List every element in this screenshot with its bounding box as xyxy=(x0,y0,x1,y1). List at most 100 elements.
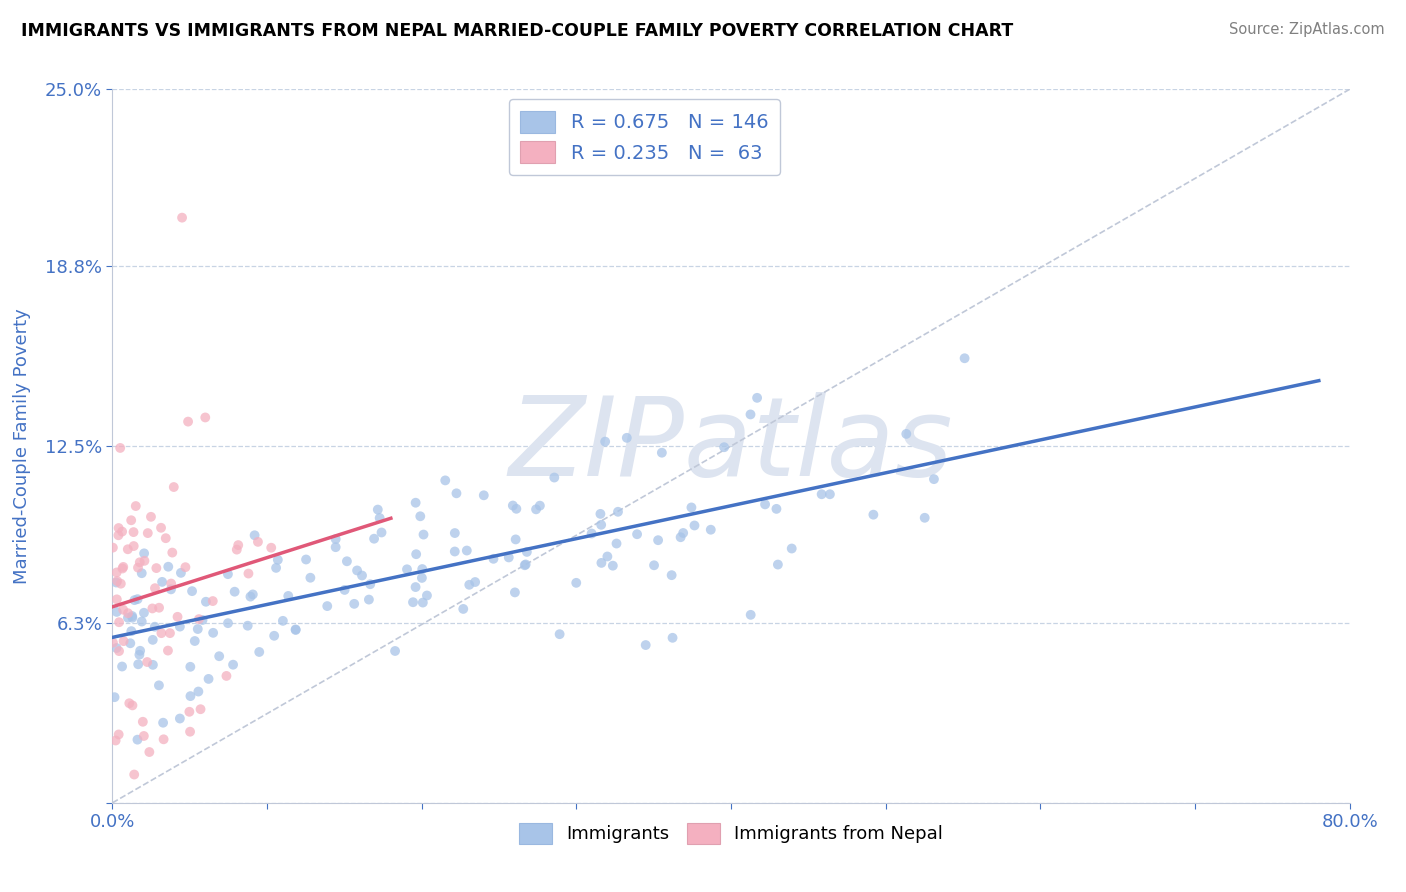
Point xyxy=(124,593,146,607)
Point xyxy=(446,486,468,500)
Point xyxy=(451,602,474,616)
Point xyxy=(179,689,201,703)
Point xyxy=(105,605,128,619)
Point xyxy=(818,487,841,501)
Point xyxy=(201,594,224,608)
Point xyxy=(295,552,318,566)
Point xyxy=(215,669,238,683)
Point xyxy=(179,660,201,674)
Point xyxy=(160,576,183,591)
Point xyxy=(740,607,762,622)
Point xyxy=(217,616,239,631)
Point xyxy=(643,558,665,573)
Point xyxy=(634,638,657,652)
Point xyxy=(443,526,465,541)
Point xyxy=(163,480,186,494)
Point xyxy=(242,587,264,601)
Point xyxy=(105,574,128,588)
Point xyxy=(651,446,673,460)
Point xyxy=(472,488,495,502)
Point xyxy=(405,580,427,594)
Point xyxy=(152,732,174,747)
Point xyxy=(325,540,347,554)
Point xyxy=(226,538,249,552)
Point xyxy=(134,554,156,568)
Point xyxy=(127,560,149,574)
Point xyxy=(148,600,170,615)
Point xyxy=(416,589,439,603)
Point xyxy=(299,571,322,585)
Point xyxy=(740,408,762,422)
Point xyxy=(780,541,803,556)
Point xyxy=(647,533,669,548)
Point xyxy=(127,592,149,607)
Point xyxy=(128,555,150,569)
Point xyxy=(155,531,177,545)
Point xyxy=(672,526,695,541)
Point xyxy=(626,527,648,541)
Point xyxy=(187,612,209,626)
Point xyxy=(217,567,239,582)
Point xyxy=(661,631,683,645)
Point xyxy=(141,601,163,615)
Point xyxy=(169,712,191,726)
Point xyxy=(236,618,259,632)
Point xyxy=(503,585,526,599)
Point xyxy=(683,518,706,533)
Point xyxy=(502,499,524,513)
Point xyxy=(602,558,624,573)
Point xyxy=(862,508,884,522)
Legend: Immigrants, Immigrants from Nepal: Immigrants, Immigrants from Nepal xyxy=(512,815,950,851)
Point xyxy=(357,592,380,607)
Point xyxy=(922,472,945,486)
Point xyxy=(105,575,128,590)
Point xyxy=(143,620,166,634)
Point xyxy=(169,619,191,633)
Point xyxy=(136,655,159,669)
Point xyxy=(581,526,603,541)
Point xyxy=(142,657,165,672)
Point xyxy=(172,211,194,225)
Y-axis label: Married-Couple Family Poverty: Married-Couple Family Poverty xyxy=(13,308,31,584)
Point xyxy=(264,561,287,575)
Point xyxy=(132,714,155,729)
Point xyxy=(131,566,153,581)
Point xyxy=(184,634,207,648)
Point xyxy=(181,584,204,599)
Point xyxy=(166,609,188,624)
Point xyxy=(190,702,212,716)
Point xyxy=(121,609,143,624)
Text: ZIPatlas: ZIPatlas xyxy=(509,392,953,500)
Point xyxy=(120,513,142,527)
Point xyxy=(263,629,285,643)
Point xyxy=(529,499,551,513)
Point xyxy=(411,571,433,585)
Point xyxy=(605,536,627,550)
Point xyxy=(359,577,381,591)
Point xyxy=(122,767,145,781)
Point xyxy=(434,474,457,488)
Point xyxy=(191,613,214,627)
Point xyxy=(208,649,231,664)
Point xyxy=(681,500,703,515)
Point xyxy=(194,595,217,609)
Point xyxy=(713,440,735,454)
Text: Source: ZipAtlas.com: Source: ZipAtlas.com xyxy=(1229,22,1385,37)
Point xyxy=(247,645,270,659)
Point xyxy=(159,626,181,640)
Point xyxy=(284,623,307,637)
Point xyxy=(505,501,527,516)
Point xyxy=(669,530,692,544)
Point xyxy=(754,497,776,511)
Point xyxy=(132,606,155,620)
Point xyxy=(405,496,427,510)
Point xyxy=(260,541,283,555)
Point xyxy=(108,615,131,630)
Point xyxy=(138,745,160,759)
Point xyxy=(170,566,193,580)
Point xyxy=(127,732,149,747)
Point xyxy=(112,603,135,617)
Point xyxy=(384,644,406,658)
Point xyxy=(150,574,173,589)
Point xyxy=(134,546,156,560)
